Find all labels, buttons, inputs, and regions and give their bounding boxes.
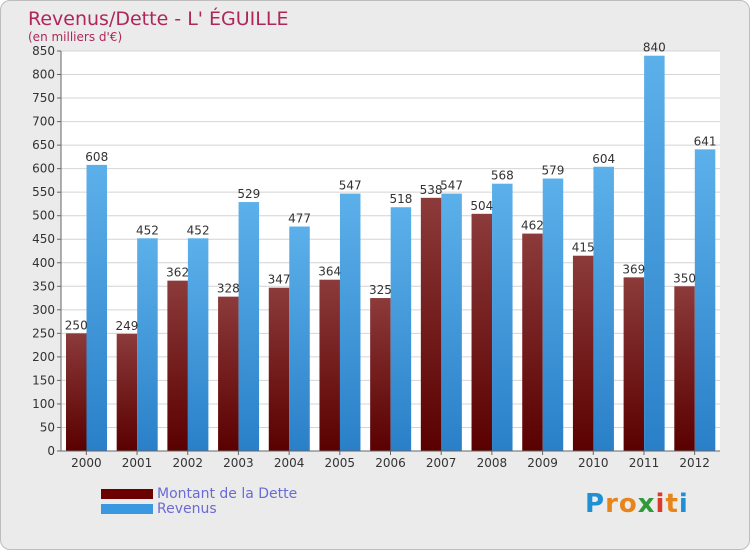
x-tick-label: 2001 bbox=[122, 456, 153, 470]
bar-debt bbox=[116, 333, 138, 451]
y-tick-label: 50 bbox=[40, 420, 55, 434]
bar-debt bbox=[674, 286, 695, 451]
y-tick-label: 400 bbox=[32, 256, 55, 270]
data-label-revenus: 604 bbox=[592, 152, 615, 166]
data-label-debt: 362 bbox=[166, 266, 189, 280]
x-tick-label: 2000 bbox=[71, 456, 102, 470]
y-tick-label: 600 bbox=[32, 162, 55, 176]
bar-revenus bbox=[238, 202, 260, 451]
y-tick-label: 500 bbox=[32, 209, 55, 223]
data-label-revenus: 641 bbox=[694, 134, 717, 148]
logo-letter: P bbox=[585, 489, 606, 519]
y-tick-label: 800 bbox=[32, 68, 55, 82]
y-tick-label: 0 bbox=[47, 444, 55, 458]
bar-debt bbox=[218, 296, 239, 451]
data-label-debt: 249 bbox=[115, 319, 138, 333]
x-tick-label: 2005 bbox=[325, 456, 356, 470]
y-tick-label: 150 bbox=[32, 373, 55, 387]
x-tick-label: 2006 bbox=[375, 456, 406, 470]
y-tick-label: 250 bbox=[32, 326, 55, 340]
x-tick-label: 2011 bbox=[629, 456, 660, 470]
bar-revenus bbox=[694, 149, 716, 451]
logo-letter: i bbox=[678, 489, 689, 519]
x-tick-label: 2003 bbox=[223, 456, 254, 470]
bar-revenus bbox=[644, 55, 665, 452]
y-tick-label: 350 bbox=[32, 279, 55, 293]
x-tick-label: 2010 bbox=[578, 456, 609, 470]
bar-debt bbox=[167, 280, 188, 451]
data-label-debt: 364 bbox=[318, 265, 341, 279]
bar-debt bbox=[522, 233, 543, 451]
data-label-revenus: 452 bbox=[187, 223, 210, 237]
legend-label-revenus: Revenus bbox=[157, 501, 217, 517]
bar-revenus bbox=[339, 193, 361, 451]
bar-revenus bbox=[492, 183, 513, 452]
y-tick-label: 100 bbox=[32, 397, 55, 411]
y-tick-label: 850 bbox=[32, 44, 55, 58]
logo-letter: t bbox=[665, 489, 679, 519]
data-label-revenus: 518 bbox=[389, 192, 412, 206]
bar-revenus bbox=[187, 238, 209, 451]
bar-debt bbox=[319, 279, 340, 451]
bar-debt bbox=[572, 255, 594, 451]
chart-title: Revenus/Dette - L' ÉGUILLE bbox=[28, 8, 289, 30]
bar-debt bbox=[370, 298, 391, 451]
legend-label-debt: Montant de la Dette bbox=[157, 486, 298, 502]
bar-debt bbox=[66, 333, 87, 451]
logo-letter: i bbox=[655, 489, 666, 519]
y-tick-label: 550 bbox=[32, 185, 55, 199]
data-label-revenus: 840 bbox=[643, 41, 666, 55]
legend-swatch-debt bbox=[101, 489, 153, 499]
y-tick-label: 700 bbox=[32, 115, 55, 129]
bar-debt bbox=[471, 213, 493, 451]
bar-revenus bbox=[86, 164, 107, 451]
data-label-revenus: 529 bbox=[237, 187, 260, 201]
data-label-debt: 504 bbox=[470, 199, 493, 213]
proxiti-logo: Proxiti bbox=[585, 489, 689, 519]
data-label-revenus: 547 bbox=[440, 179, 463, 193]
data-label-debt: 347 bbox=[268, 273, 291, 287]
bar-revenus bbox=[441, 193, 462, 451]
bar-revenus bbox=[593, 166, 614, 451]
data-label-debt: 369 bbox=[622, 262, 645, 276]
logo-letter: r bbox=[605, 489, 619, 519]
logo-letter: o bbox=[618, 489, 638, 519]
x-tick-label: 2002 bbox=[172, 456, 203, 470]
bar-debt bbox=[420, 197, 442, 451]
data-label-revenus: 452 bbox=[136, 223, 159, 237]
bar-revenus bbox=[137, 238, 158, 451]
data-label-revenus: 568 bbox=[491, 169, 514, 183]
bar-revenus bbox=[542, 178, 564, 451]
data-label-debt: 350 bbox=[673, 271, 696, 285]
y-tick-label: 750 bbox=[32, 91, 55, 105]
data-label-debt: 415 bbox=[572, 241, 595, 255]
data-label-debt: 328 bbox=[217, 282, 240, 296]
bar-debt bbox=[268, 287, 290, 451]
chart-subtitle: (en milliers d'€) bbox=[28, 30, 123, 44]
y-tick-label: 300 bbox=[32, 303, 55, 317]
y-tick-label: 650 bbox=[32, 138, 55, 152]
legend-swatch-revenus bbox=[101, 504, 153, 514]
data-label-debt: 325 bbox=[369, 283, 392, 297]
data-label-debt: 538 bbox=[420, 183, 443, 197]
y-tick-label: 200 bbox=[32, 350, 55, 364]
data-label-revenus: 579 bbox=[542, 164, 565, 178]
x-tick-label: 2007 bbox=[426, 456, 457, 470]
y-tick-label: 450 bbox=[32, 232, 55, 246]
x-tick-label: 2004 bbox=[274, 456, 305, 470]
x-tick-label: 2009 bbox=[527, 456, 558, 470]
logo-letter: x bbox=[637, 489, 656, 519]
data-label-debt: 250 bbox=[65, 318, 88, 332]
x-tick-label: 2012 bbox=[679, 456, 710, 470]
data-label-debt: 462 bbox=[521, 219, 544, 233]
x-tick-label: 2008 bbox=[477, 456, 508, 470]
data-label-revenus: 477 bbox=[288, 212, 311, 226]
bar-revenus bbox=[390, 207, 412, 451]
bar-revenus bbox=[289, 226, 310, 451]
data-label-revenus: 547 bbox=[339, 179, 362, 193]
data-label-revenus: 608 bbox=[85, 150, 108, 164]
bar-debt bbox=[623, 277, 645, 451]
